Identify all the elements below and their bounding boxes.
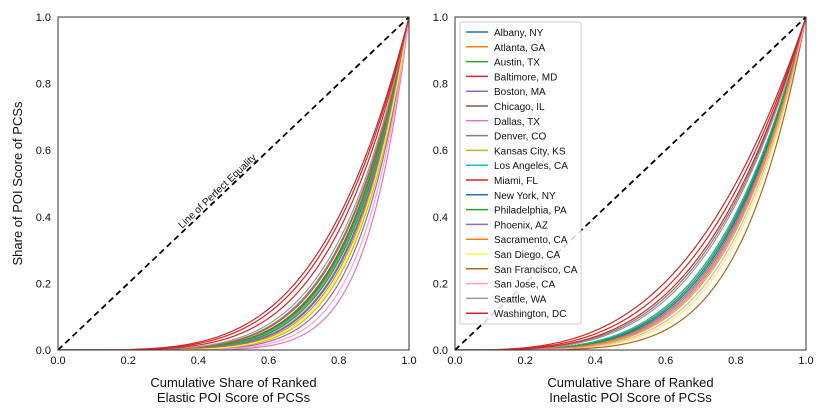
y-axis-label: Share of POI Score of PCSs xyxy=(10,101,25,266)
x-tick-label: 0.0 xyxy=(447,355,462,367)
x-tick-label: 0.4 xyxy=(191,355,206,367)
legend-entry: Miami, FL xyxy=(494,176,538,187)
legend-entry: Denver, CO xyxy=(494,132,546,143)
plot-frame xyxy=(57,16,410,351)
plot-frame xyxy=(454,16,807,351)
y-tick-label: 0.4 xyxy=(36,212,51,224)
y-tick-label: 1.0 xyxy=(36,12,51,24)
y-tick-label: 0.6 xyxy=(433,145,448,157)
series-line-washington-dc xyxy=(455,17,806,350)
panel-left: Line of Perfect Equality 0.0 0.2 0.4 0.6 0.8 1… xyxy=(10,12,417,405)
series-line-san-jose-ca xyxy=(58,17,409,350)
legend: Albany, NY Atlanta, GA Austin, TX Baltimore… xyxy=(459,21,582,325)
x-tick-label: 0.0 xyxy=(50,355,65,367)
x-tick-label: 1.0 xyxy=(401,355,416,367)
legend-entry: Washington, DC xyxy=(494,309,566,320)
legend-entry: Dallas, TX xyxy=(494,117,540,128)
series-line-boston-ma xyxy=(58,17,409,350)
y-tick-label: 0.2 xyxy=(433,278,448,290)
equality-line-label: Line of Perfect Equality xyxy=(177,152,259,231)
legend-entry: Atlanta, GA xyxy=(494,43,545,54)
y-tick-label: 1.0 xyxy=(433,12,448,24)
legend-entry: Baltimore, MD xyxy=(494,72,557,83)
x-axis-label: Elastic POI Score of PCSs xyxy=(157,390,311,405)
legend-entry: Phoenix, AZ xyxy=(494,220,548,231)
legend-entry: Sacramento, CA xyxy=(494,235,568,246)
legend-entry: New York, NY xyxy=(494,191,556,202)
x-axis-label: Inelastic POI Score of PCSs xyxy=(549,390,712,405)
y-tick-label: 0.6 xyxy=(36,145,51,157)
y-tick-label: 0.4 xyxy=(433,212,448,224)
legend-entry: Austin, TX xyxy=(494,58,540,69)
y-tick-label: 0.8 xyxy=(36,79,51,91)
x-axis-label: Cumulative Share of Ranked xyxy=(547,375,713,390)
legend-entry: Albany, NY xyxy=(494,28,544,39)
legend-box xyxy=(459,21,582,325)
legend-entry: Seattle, WA xyxy=(494,294,547,305)
legend-entry: San Francisco, CA xyxy=(494,265,578,276)
y-tick-label: 0.0 xyxy=(36,345,51,357)
series-line-san-diego-ca xyxy=(58,17,409,350)
series-group xyxy=(58,17,409,350)
y-tick-label: 0.0 xyxy=(433,345,448,357)
y-tick-label: 0.8 xyxy=(433,79,448,91)
legend-entry: Chicago, IL xyxy=(494,102,545,113)
x-tick-label: 0.6 xyxy=(658,355,673,367)
legend-entry: San Diego, CA xyxy=(494,250,560,261)
x-tick-label: 1.0 xyxy=(798,355,813,367)
x-tick-label: 0.8 xyxy=(728,355,743,367)
series-line-dallas-tx xyxy=(58,17,409,350)
legend-entry: Kansas City, KS xyxy=(494,146,566,157)
series-line-miami-fl xyxy=(455,17,806,350)
legend-entry: San Jose, CA xyxy=(494,280,555,291)
x-tick-label: 0.8 xyxy=(331,355,346,367)
x-tick-label: 0.4 xyxy=(588,355,603,367)
legend-entry: Philadelphia, PA xyxy=(494,206,567,217)
x-axis-label: Cumulative Share of Ranked xyxy=(150,375,316,390)
equality-line xyxy=(57,16,410,351)
legend-entry: Los Angeles, CA xyxy=(494,161,568,172)
legend-entry: Boston, MA xyxy=(494,87,546,98)
panel-right: 0.0 0.2 0.4 0.6 0.8 1.0 0.0 0.2 0.4 0.6 0.8 1.0 Cumu… xyxy=(433,12,814,405)
y-tick-label: 0.2 xyxy=(36,278,51,290)
x-tick-label: 0.6 xyxy=(261,355,276,367)
x-tick-label: 0.2 xyxy=(121,355,136,367)
x-tick-label: 0.2 xyxy=(518,355,533,367)
